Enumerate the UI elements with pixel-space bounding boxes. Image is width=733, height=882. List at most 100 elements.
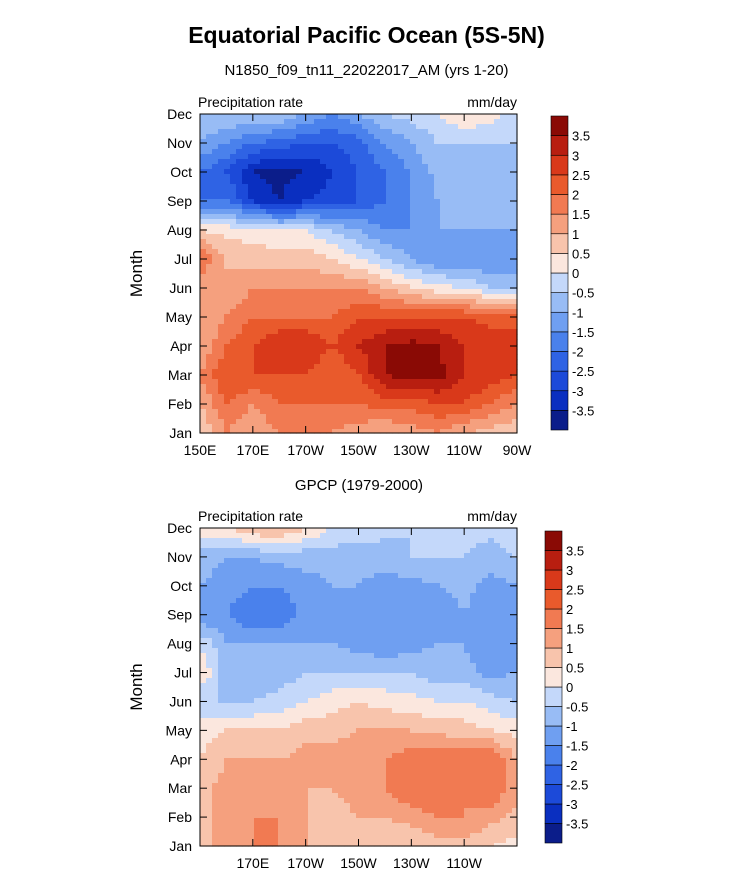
field-cell [488,264,495,270]
field-cell [248,538,255,544]
field-cell [338,603,345,609]
field-cell [260,414,267,420]
field-cell [350,189,357,195]
field-cell [488,354,495,360]
field-cell [362,429,369,434]
field-cell [278,618,285,624]
field-cell [224,369,231,375]
field-cell [404,199,411,205]
field-cell [380,214,387,220]
field-cell [428,344,435,350]
field-cell [200,543,207,549]
field-cell [272,359,279,365]
field-cell [362,204,369,210]
field-cell [446,623,453,629]
field-cell [374,528,381,534]
field-cell [476,119,483,125]
field-cell [488,129,495,135]
field-cell [392,284,399,290]
field-cell [422,164,429,170]
field-cell [296,548,303,554]
field-cell [476,229,483,235]
field-cell [224,144,231,150]
field-cell [476,623,483,629]
field-cell [254,553,261,559]
field-cell [404,249,411,255]
field-cell [410,384,417,390]
field-cell [416,558,423,564]
field-cell [260,628,267,634]
field-cell [302,613,309,619]
field-cell [494,249,501,255]
field-cell [278,309,285,315]
field-cell [440,209,447,215]
field-cell [392,354,399,360]
field-cell [296,304,303,310]
field-cell [392,573,399,579]
field-cell [512,144,518,150]
field-cell [506,164,513,170]
field-cell [290,414,297,420]
field-cell [230,179,237,185]
field-cell [362,324,369,330]
field-cell [410,334,417,340]
field-cell [242,598,249,604]
field-cell [344,144,351,150]
field-cell [260,329,267,335]
field-cell [218,558,225,564]
field-cell [302,668,309,674]
field-cell [404,129,411,135]
field-cell [482,204,489,210]
field-cell [488,229,495,235]
field-cell [278,174,285,180]
field-cell [446,334,453,340]
field-cell [206,159,213,165]
field-cell [476,603,483,609]
field-cell [380,319,387,325]
field-cell [290,144,297,150]
field-cell [494,354,501,360]
field-cell [236,349,243,355]
field-cell [242,354,249,360]
field-cell [458,289,465,295]
field-cell [386,284,393,290]
field-cell [284,134,291,140]
field-cell [218,319,225,325]
field-cell [446,314,453,320]
field-cell [278,234,285,240]
field-cell [284,279,291,285]
field-cell [422,289,429,295]
field-cell [344,249,351,255]
field-cell [338,289,345,295]
field-cell [230,364,237,370]
field-cell [326,229,333,235]
field-cell [440,648,447,654]
field-cell [266,239,273,245]
field-cell [452,164,459,170]
field-cell [266,214,273,220]
field-cell [452,349,459,355]
field-cell [434,653,441,659]
field-cell [398,334,405,340]
field-cell [506,209,513,215]
field-cell [374,134,381,140]
field-cell [266,234,273,240]
field-cell [458,129,465,135]
field-cell [488,424,495,430]
field-cell [410,638,417,644]
field-cell [386,658,393,664]
field-cell [254,119,261,125]
field-cell [446,219,453,225]
field-cell [428,329,435,335]
field-cell [344,553,351,559]
field-cell [224,139,231,145]
field-cell [260,289,267,295]
field-cell [308,419,315,425]
field-cell [458,533,465,539]
field-cell [230,553,237,559]
field-cell [428,249,435,255]
colorbar-label: 2.5 [572,168,590,183]
field-cell [488,154,495,160]
field-cell [434,124,441,130]
field-cell [296,578,303,584]
